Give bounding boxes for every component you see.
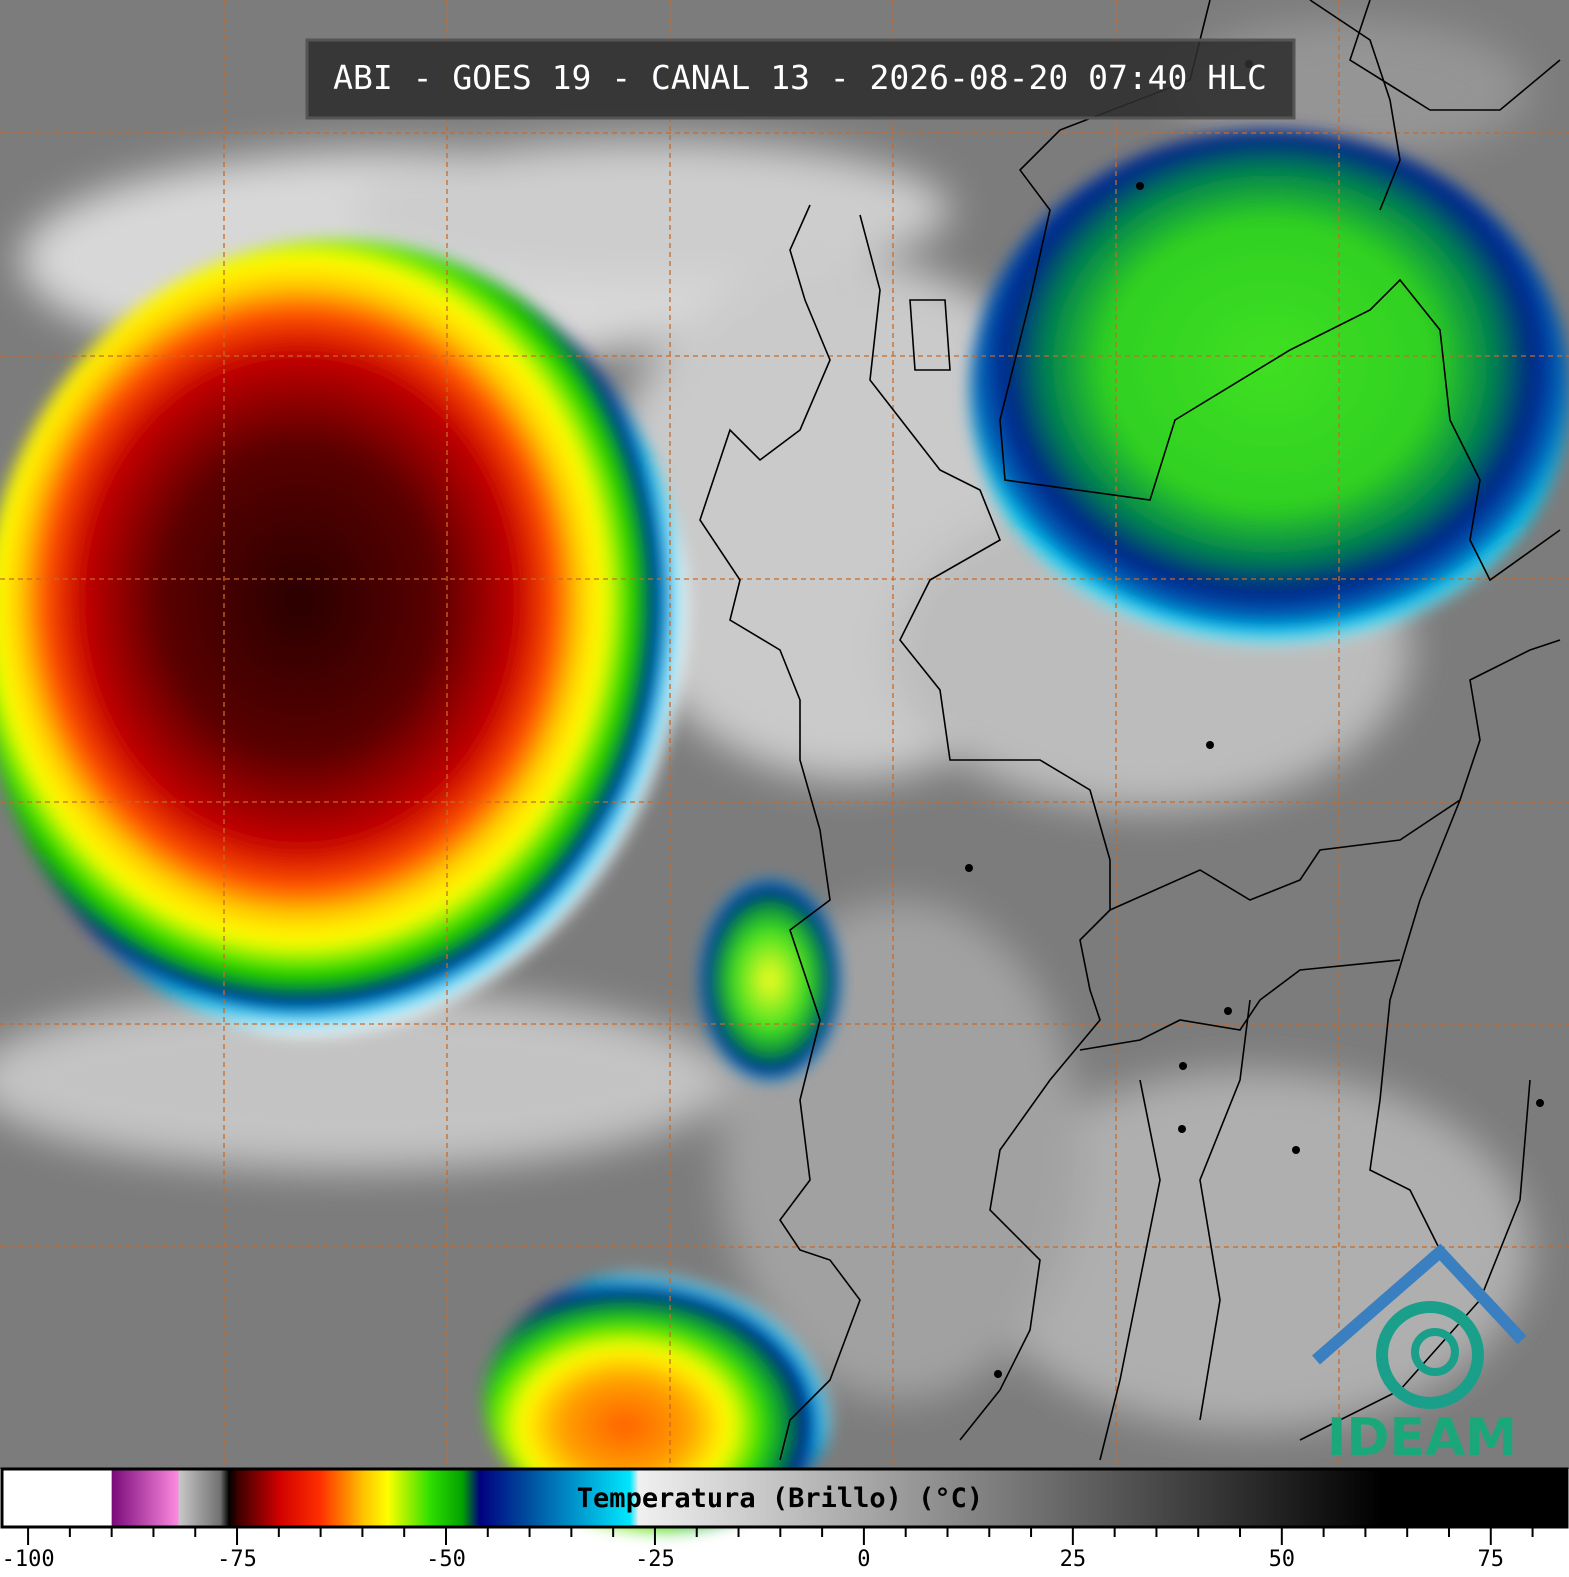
logo-text: IDEAM [1327, 1408, 1517, 1468]
tick-label: 0 [857, 1547, 870, 1572]
colorbar-segment [629, 1469, 639, 1527]
colorbar-segment [178, 1469, 221, 1527]
tick-label: -50 [426, 1547, 466, 1572]
colorbar-segment [362, 1469, 388, 1527]
tick-label: 50 [1269, 1547, 1296, 1572]
imagery [0, 0, 1569, 1530]
colorbar-segment [429, 1469, 464, 1527]
title: ABI - GOES 19 - CANAL 13 - 2026-08-20 07… [333, 58, 1267, 97]
colorbar-segment [220, 1469, 230, 1527]
tick-label: -75 [217, 1547, 257, 1572]
colorbar-segment [278, 1469, 322, 1527]
tick-label: 25 [1060, 1547, 1087, 1572]
colorbar-segment [1382, 1469, 1567, 1527]
colorbar-segment [529, 1469, 631, 1527]
title-box: ABI - GOES 19 - CANAL 13 - 2026-08-20 07… [305, 38, 1296, 120]
colorbar-segment [237, 1469, 280, 1527]
tick-label: -25 [635, 1547, 675, 1572]
colorbar-segment [479, 1469, 531, 1527]
colorbar-segment [228, 1469, 238, 1527]
colorbar-frame [0, 1467, 1569, 1529]
tick-label: -100 [2, 1547, 55, 1572]
tick-label: 75 [1478, 1547, 1505, 1572]
colorbar-segment [3, 1469, 113, 1527]
logo: IDEAM [1312, 1243, 1527, 1468]
colorbar-segment [462, 1469, 480, 1527]
colorbar-segment [387, 1469, 430, 1527]
colorbar-label: Temperatura (Brillo) (°C) [577, 1483, 983, 1514]
colorbar-segment [320, 1469, 363, 1527]
colorbar-segment [111, 1469, 180, 1527]
colorbar-segment [638, 1469, 1383, 1527]
colorbar: -100 -75 -50 -25 0 25 50 75 [2, 1469, 1567, 1572]
